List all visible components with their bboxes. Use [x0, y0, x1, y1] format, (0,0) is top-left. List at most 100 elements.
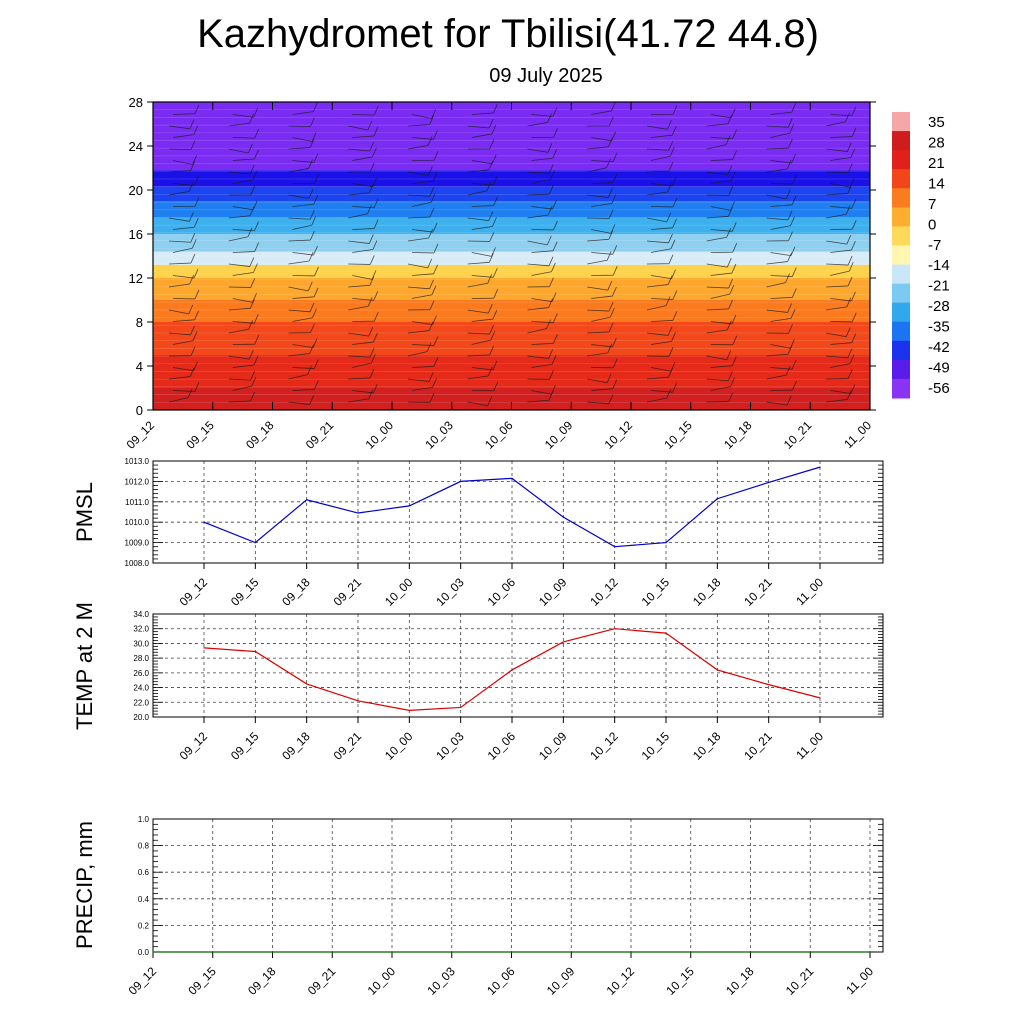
wind-barb [407, 321, 434, 334]
wind-barb [826, 276, 853, 288]
y-tick-label: 12 [129, 271, 143, 286]
wind-barb [352, 240, 378, 253]
level-band-5 [153, 264, 870, 278]
wind-barb [766, 324, 793, 334]
precip-point [630, 951, 632, 953]
wind-barb [352, 332, 378, 345]
wind-barb [587, 158, 611, 173]
wind-barb [770, 174, 797, 185]
wind-barb [587, 301, 614, 312]
colorbar-label: 21 [928, 155, 945, 172]
wind-barb [710, 201, 735, 211]
x-tick-label: 09_18 [279, 729, 313, 763]
wind-barb [168, 233, 196, 243]
x-tick-label: 09_18 [243, 418, 277, 452]
wind-barb [531, 170, 556, 184]
wind-barb [531, 334, 558, 345]
wind-barb [228, 143, 253, 154]
wind-barb [706, 299, 733, 311]
y-tick-label: 0.2 [138, 921, 150, 930]
wind-barb [232, 355, 259, 368]
x-tick-label: 10_21 [781, 418, 815, 452]
wind-barb [591, 131, 617, 142]
wind-barb [706, 350, 732, 361]
wind-barb [407, 207, 435, 219]
wind-barb [232, 170, 258, 184]
chart-title: Kazhydromet for Tbilisi(41.72 44.8) [197, 12, 819, 56]
pmsl-point [203, 521, 205, 523]
wind-barb [527, 164, 554, 174]
x-tick-label: 10_00 [365, 964, 399, 998]
temp-point [408, 709, 410, 711]
wind-barb [531, 241, 558, 253]
wind-barb [826, 234, 852, 245]
wind-barb [471, 154, 497, 165]
wind-barb [407, 166, 433, 176]
wind-barb [706, 278, 733, 289]
colorbar-label: -42 [928, 339, 950, 356]
wind-barb [531, 313, 558, 323]
wind-barb [830, 178, 855, 188]
wind-barb [770, 339, 795, 349]
colorbar-label: 35 [928, 114, 945, 131]
wind-barb [770, 103, 797, 115]
y-tick-label: 0.0 [138, 948, 150, 957]
wind-barb [770, 360, 797, 370]
wind-barb [467, 303, 493, 314]
level-band-9 [153, 201, 870, 218]
wind-barb [646, 161, 674, 173]
wind-barb [292, 216, 317, 230]
wind-barb [411, 151, 439, 161]
wind-barb [527, 319, 551, 334]
colorbar-swatch [892, 340, 910, 361]
wind-barb [168, 161, 196, 173]
x-tick-label: 09_18 [245, 964, 279, 998]
wind-barb [587, 116, 614, 127]
wind-barb [826, 297, 852, 311]
wind-barb [228, 185, 256, 196]
wind-barb [411, 336, 439, 346]
y-tick-label: 30.0 [133, 639, 149, 648]
x-tick-label: 09_21 [305, 964, 339, 998]
wind-barb [407, 300, 435, 311]
y-tick-label: 32.0 [133, 625, 149, 634]
wind-barb [172, 310, 199, 322]
x-tick-label: 09_15 [228, 575, 262, 609]
y-tick-label: 34.0 [133, 610, 149, 619]
pmsl-panel: 1008.0 1009.0 1010.0 1011.0 1012.0 1013.0 09_1… [72, 457, 884, 609]
wind-barb [830, 127, 857, 138]
wind-barb [348, 389, 374, 403]
wind-barb [830, 199, 857, 209]
wind-barb [172, 125, 199, 138]
wind-barb [172, 176, 199, 186]
wind-barb [587, 137, 613, 150]
wind-barb [471, 360, 498, 371]
colorbar-swatch [892, 226, 910, 246]
y-tick-label: 24 [129, 139, 143, 154]
wind-barb [228, 320, 254, 334]
wind-barb [292, 132, 317, 142]
wind-barb [172, 382, 200, 392]
wind-barb [228, 391, 255, 403]
temp-point [357, 700, 359, 702]
colorbar: 35 28 21 14 7 0 -7 -14 -21 -28 -35 -42 -49 -56 [892, 112, 950, 399]
temp-point [716, 669, 718, 671]
y-tick-label: 1011.0 [125, 498, 149, 507]
pmsl-point [614, 546, 616, 548]
x-tick-label: 10_21 [741, 729, 775, 763]
wind-barb [348, 162, 375, 173]
cross-section-panel: 0 4 8 12 16 20 24 28 09_12 09_15 09_18 09_21 10_00 10… [124, 95, 876, 452]
wind-barb [710, 129, 737, 140]
x-tick-label: 10_06 [482, 418, 516, 452]
temp-point [254, 650, 256, 653]
plot-frame [152, 613, 884, 718]
wind-barb [770, 216, 795, 230]
wind-barb [288, 230, 315, 242]
y-tick-label: 20 [129, 183, 143, 198]
wind-barb [766, 395, 792, 406]
wind-barb [646, 296, 671, 311]
wind-barb [527, 143, 553, 153]
wind-barb [587, 230, 614, 242]
wind-barb [587, 394, 614, 405]
wind-barb [527, 370, 554, 380]
